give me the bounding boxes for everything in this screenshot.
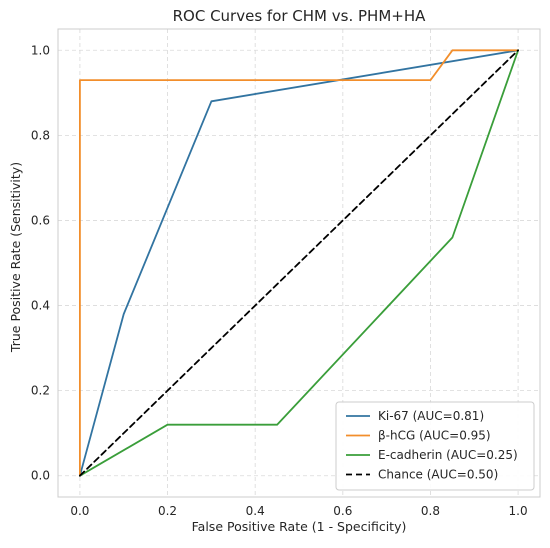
y-tick-label: 0.0 — [31, 469, 50, 483]
y-tick-label: 0.8 — [31, 128, 50, 142]
legend-label-1: β-hCG (AUC=0.95) — [378, 429, 491, 443]
x-tick-label: 0.0 — [70, 504, 89, 518]
y-tick-label: 0.2 — [31, 384, 50, 398]
x-tick-label: 1.0 — [509, 504, 528, 518]
x-tick-label: 0.2 — [158, 504, 177, 518]
legend-label-0: Ki-67 (AUC=0.81) — [378, 409, 484, 423]
x-tick-label: 0.4 — [246, 504, 265, 518]
x-tick-label: 0.8 — [421, 504, 440, 518]
x-tick-label: 0.6 — [333, 504, 352, 518]
y-tick-label: 0.6 — [31, 213, 50, 227]
legend-label-3: Chance (AUC=0.50) — [378, 468, 498, 482]
legend-label-2: E-cadherin (AUC=0.25) — [378, 448, 518, 462]
x-axis-label: False Positive Rate (1 - Specificity) — [192, 519, 407, 534]
chart-title: ROC Curves for CHM vs. PHM+HA — [173, 7, 427, 25]
y-tick-label: 0.4 — [31, 299, 50, 313]
plot-area: 0.0 0.2 0.4 0.6 0.8 1.0 0.0 0.2 0.4 0.6 0.8 1.0 Ki-6… — [31, 29, 540, 518]
legend: Ki-67 (AUC=0.81) β-hCG (AUC=0.95) E-cadher… — [336, 402, 534, 490]
y-tick-label: 1.0 — [31, 43, 50, 57]
y-axis-label: True Positive Rate (Sensitivity) — [8, 162, 23, 353]
